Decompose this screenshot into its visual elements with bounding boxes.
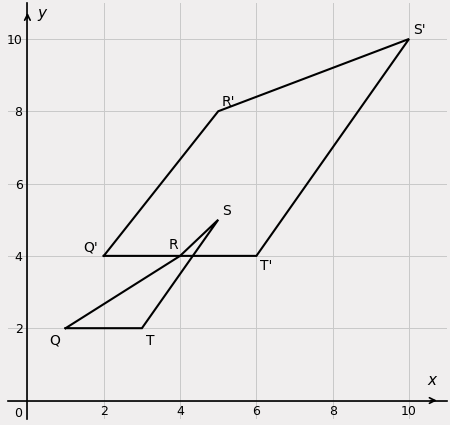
Text: S': S' <box>413 23 426 37</box>
Text: Q': Q' <box>83 240 98 254</box>
Text: T: T <box>146 334 154 348</box>
Text: S: S <box>222 204 231 218</box>
Text: Q: Q <box>49 334 60 348</box>
Text: R': R' <box>222 96 235 110</box>
Text: 0: 0 <box>14 407 22 419</box>
Text: y: y <box>37 6 46 21</box>
Text: T': T' <box>260 260 273 274</box>
Text: x: x <box>428 373 436 388</box>
Text: R: R <box>169 238 178 252</box>
